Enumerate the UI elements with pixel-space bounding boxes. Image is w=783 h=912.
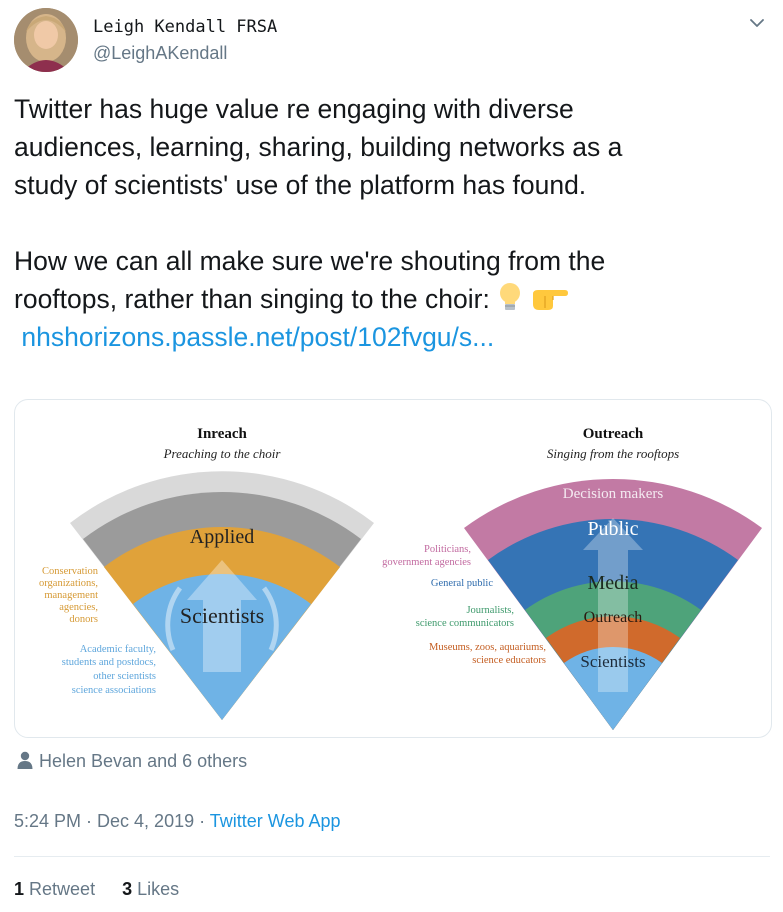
inreach-subtitle: Preaching to the choir	[163, 446, 282, 461]
tweet-line: How we can all make sure we're shouting …	[14, 246, 606, 276]
outreach-title: Outreach	[583, 426, 644, 442]
inreach-label-line: organizations,	[39, 578, 98, 589]
tweet-line: Twitter has huge value re engaging with …	[14, 94, 574, 124]
outreach-up-arrow	[583, 518, 643, 692]
pointing-right-hand-icon	[532, 290, 568, 310]
liked-by-row[interactable]: Helen Bevan and 6 others	[17, 751, 247, 772]
likes-stat[interactable]: 3 Likes	[122, 879, 179, 899]
inreach-fan	[70, 471, 374, 720]
retweets-label: Retweet	[29, 879, 96, 899]
user-handle[interactable]: @LeighAKendall	[93, 43, 228, 63]
tweet-link[interactable]: nhshorizons.passle.net/post/102fvgu/s...	[21, 322, 495, 352]
inreach-applied-label: Applied	[190, 526, 254, 548]
person-icon	[17, 751, 33, 769]
inreach-label-line: Academic faculty,	[80, 644, 156, 655]
outreach-label-line: Politicians,	[424, 544, 471, 555]
tweet-line: study of scientists' use of the platform…	[14, 170, 587, 200]
inreach-label-line: Conservation	[42, 566, 99, 577]
inreach-label-line: donors	[69, 614, 98, 625]
tweet-line: nhshorizons.passle.net/post/102fvgu/s...	[14, 318, 774, 356]
outreach-label-line: science educators	[472, 655, 546, 666]
inreach-up-arrow	[187, 560, 257, 672]
outreach-subtitle: Singing from the rooftops	[547, 446, 679, 461]
inreach-label-line: other scientists	[93, 671, 156, 682]
outreach-label-line: Museums, zoos, aquariums,	[429, 642, 546, 653]
outreach-media-label: Media	[587, 572, 638, 594]
divider	[14, 856, 770, 857]
inreach-label-line: agencies,	[59, 602, 98, 613]
inreach-title: Inreach	[197, 426, 247, 442]
outreach-label-line: General public	[431, 578, 493, 589]
display-name[interactable]: Leigh Kendall FRSA	[93, 17, 278, 37]
likes-label: Likes	[137, 879, 180, 899]
inreach-scientists-label: Scientists	[180, 603, 264, 628]
outreach-label-line: science communicators	[416, 618, 514, 629]
outreach-side-labels: Politicians, government agencies General…	[382, 544, 546, 666]
tweet-line: rooftops, rather than singing to the cho…	[14, 280, 774, 318]
tweet-text: Twitter has huge value re engaging with …	[14, 90, 774, 356]
tweet-source-link[interactable]: Twitter Web App	[209, 811, 341, 831]
tweet-media-image[interactable]: Inreach Preaching to the choir Applied S…	[14, 399, 772, 738]
tweet-meta: 5:24 PM · Dec 4, 2019 · Twitter Web App	[14, 811, 341, 832]
outreach-decision-label: Decision makers	[563, 486, 664, 502]
lightbulb-icon	[500, 283, 521, 310]
inreach-scientists-core	[133, 573, 311, 720]
liked-by-text: Helen Bevan and 6 others	[39, 751, 248, 771]
inreach-left-label-2: Academic faculty, students and postdocs,…	[62, 644, 156, 696]
inreach-label-line: science associations	[72, 685, 156, 696]
tweet-line-text: rooftops, rather than singing to the cho…	[14, 284, 490, 314]
outreach-outreach-label: Outreach	[584, 609, 643, 626]
tweet-timestamp[interactable]: 5:24 PM · Dec 4, 2019 ·	[14, 811, 210, 831]
outreach-scientists-label: Scientists	[580, 652, 645, 671]
inreach-label-line: management	[44, 590, 98, 601]
likes-count: 3	[122, 879, 133, 899]
inreach-cycle-arrow-right	[261, 586, 279, 652]
inreach-left-label-1: Conservation organizations, management a…	[39, 566, 99, 625]
outreach-scientists-core	[564, 646, 662, 730]
outreach-label-line: government agencies	[382, 557, 471, 568]
inreach-label-line: students and postdocs,	[62, 657, 156, 668]
avatar[interactable]	[14, 8, 78, 72]
retweets-count: 1	[14, 879, 25, 899]
outreach-public-label: Public	[587, 518, 638, 540]
retweets-stat[interactable]: 1 Retweet	[14, 879, 95, 899]
inreach-outreach-diagram: Inreach Preaching to the choir Applied S…	[39, 426, 762, 730]
inreach-cycle-arrow-left	[165, 586, 183, 652]
outreach-label-line: Journalists,	[466, 605, 514, 616]
tweet-line: audiences, learning, sharing, building n…	[14, 132, 623, 162]
tweet-stats: 1 Retweet 3 Likes	[14, 879, 179, 900]
chevron-down-icon[interactable]	[746, 12, 768, 34]
avatar-photo	[14, 8, 78, 72]
outreach-fan	[464, 478, 762, 730]
